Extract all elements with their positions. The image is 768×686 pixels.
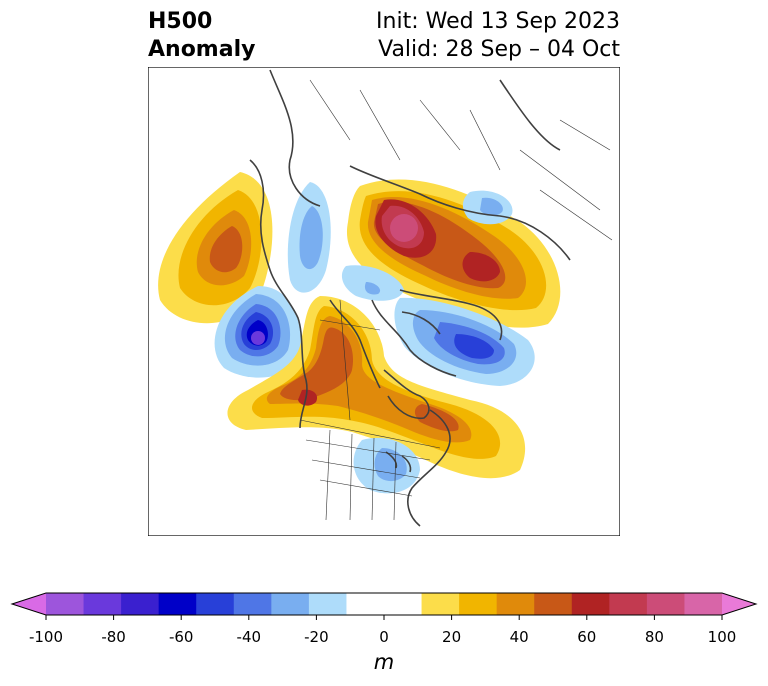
colorbar-segment [496, 593, 535, 615]
colorbar-tick-label: -80 [101, 628, 126, 646]
valid-range: Valid: 28 Sep – 04 Oct [378, 37, 620, 62]
colorbar-segment [646, 593, 685, 615]
anomaly-trough-yukon [287, 182, 331, 293]
colorbar-segment [83, 593, 122, 615]
colorbar-segment [196, 593, 235, 615]
colorbar-segment [121, 593, 160, 615]
colorbar-tick-label: -100 [28, 628, 64, 646]
colorbar-tick-label: 0 [379, 628, 389, 646]
colorbar-tick-label: -20 [304, 628, 329, 646]
colorbar-tick-label: -40 [236, 628, 262, 646]
colorbar-segment [46, 593, 85, 615]
anomaly-ridge-gulf-alaska [158, 172, 273, 324]
init-date: Init: Wed 13 Sep 2023 [376, 9, 620, 34]
chart-title: H500 Anomaly [148, 8, 255, 64]
political-borders [299, 79, 613, 521]
colorbar-segment [421, 593, 460, 615]
colorbar-tick-label: -60 [168, 628, 194, 646]
colorbar-segment [384, 593, 423, 615]
date-info: Init: Wed 13 Sep 2023 Valid: 28 Sep – 04… [376, 8, 620, 64]
colorbar-tick-label: 60 [577, 628, 597, 646]
title-line-2: Anomaly [148, 37, 256, 62]
map-panel [148, 67, 620, 536]
colorbar-segment [684, 593, 723, 615]
anomaly-trough-us [353, 437, 420, 494]
colorbar-segment [308, 593, 347, 615]
title-line-1: H500 [148, 9, 213, 34]
colorbar-segment [233, 593, 272, 615]
colorbar [10, 592, 758, 620]
colorbar-segment [158, 593, 197, 615]
coastlines [249, 69, 571, 527]
anomaly-trough-arctic [341, 265, 535, 386]
colorbar-tick-label: 80 [644, 628, 664, 646]
colorbar-tick-label: 100 [707, 628, 737, 646]
colorbar-extend-high [722, 593, 756, 615]
colorbar-tick-label: 40 [509, 628, 529, 646]
anomaly-trough-north-pacific [214, 286, 301, 378]
colorbar-segment [271, 593, 310, 615]
colorbar-segment [346, 593, 385, 615]
colorbar-segment [459, 593, 498, 615]
colorbar-extend-low [12, 593, 46, 615]
colorbar-segment [571, 593, 610, 615]
colorbar-tick-label: 20 [442, 628, 462, 646]
colorbar-unit: m [373, 650, 395, 674]
colorbar-segment [534, 593, 573, 615]
colorbar-segment [609, 593, 648, 615]
